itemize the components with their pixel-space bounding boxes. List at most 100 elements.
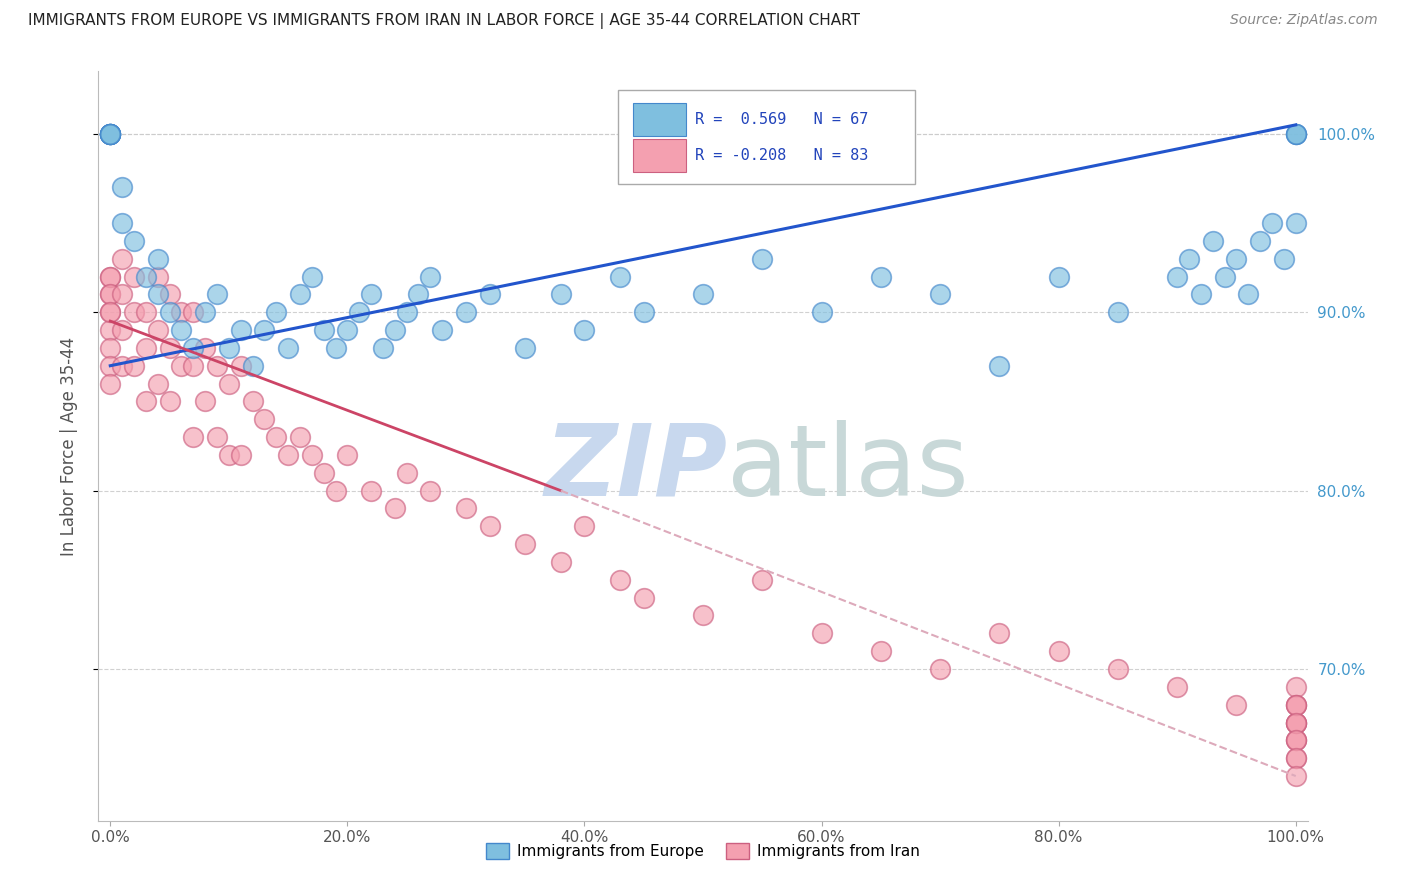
Point [692, 287, 714, 301]
Point [384, 323, 406, 337]
Point [1225, 252, 1247, 266]
Point [218, 376, 240, 391]
Point [1047, 269, 1070, 284]
Point [218, 448, 240, 462]
Point [751, 573, 773, 587]
Point [1285, 127, 1308, 141]
Point [264, 430, 287, 444]
Point [98, 323, 121, 337]
Point [146, 269, 169, 284]
Point [122, 305, 145, 319]
Point [98, 127, 121, 141]
Point [98, 127, 121, 141]
Point [194, 394, 217, 409]
Point [170, 305, 193, 319]
Point [1178, 252, 1201, 266]
Point [181, 359, 204, 373]
Point [1285, 715, 1308, 730]
Point [98, 376, 121, 391]
Point [478, 287, 501, 301]
Point [360, 483, 382, 498]
Legend: Immigrants from Europe, Immigrants from Iran: Immigrants from Europe, Immigrants from … [479, 838, 927, 865]
Point [205, 430, 228, 444]
Point [135, 341, 157, 355]
Point [122, 269, 145, 284]
Point [1202, 234, 1225, 248]
Point [111, 252, 134, 266]
Point [609, 269, 631, 284]
Point [181, 430, 204, 444]
Point [336, 448, 359, 462]
Point [98, 127, 121, 141]
Point [98, 359, 121, 373]
Point [122, 359, 145, 373]
Point [454, 305, 477, 319]
Point [159, 341, 181, 355]
Point [98, 287, 121, 301]
Point [419, 483, 441, 498]
Point [98, 287, 121, 301]
Point [111, 216, 134, 230]
Point [325, 483, 347, 498]
Point [1261, 216, 1284, 230]
Point [419, 269, 441, 284]
Point [550, 287, 572, 301]
Point [1285, 680, 1308, 694]
Text: Source: ZipAtlas.com: Source: ZipAtlas.com [1230, 13, 1378, 28]
Point [312, 323, 335, 337]
Point [869, 269, 891, 284]
Text: IMMIGRANTS FROM EUROPE VS IMMIGRANTS FROM IRAN IN LABOR FORCE | AGE 35-44 CORREL: IMMIGRANTS FROM EUROPE VS IMMIGRANTS FRO… [28, 13, 860, 29]
Point [288, 430, 311, 444]
Point [515, 537, 537, 551]
Point [229, 323, 252, 337]
Point [325, 341, 347, 355]
Point [988, 359, 1011, 373]
Point [135, 269, 157, 284]
Point [122, 234, 145, 248]
Point [1107, 662, 1129, 676]
Point [1285, 216, 1308, 230]
Point [98, 269, 121, 284]
Point [194, 341, 217, 355]
Point [111, 359, 134, 373]
Point [1285, 769, 1308, 783]
Point [1285, 733, 1308, 747]
Point [229, 448, 252, 462]
Point [1285, 715, 1308, 730]
Point [98, 127, 121, 141]
Point [98, 127, 121, 141]
FancyBboxPatch shape [619, 90, 915, 184]
Point [1285, 751, 1308, 765]
Point [98, 341, 121, 355]
Point [229, 359, 252, 373]
Point [242, 394, 264, 409]
Point [135, 305, 157, 319]
Point [253, 412, 276, 426]
Point [929, 287, 952, 301]
Point [347, 305, 370, 319]
Point [98, 269, 121, 284]
Point [1107, 305, 1129, 319]
Point [301, 448, 323, 462]
Point [1047, 644, 1070, 658]
Point [146, 376, 169, 391]
Point [408, 287, 430, 301]
Point [609, 573, 631, 587]
Point [633, 305, 655, 319]
Point [371, 341, 394, 355]
Point [869, 644, 891, 658]
Point [515, 341, 537, 355]
Point [181, 305, 204, 319]
Point [277, 448, 299, 462]
Point [98, 127, 121, 141]
Point [146, 252, 169, 266]
Point [384, 501, 406, 516]
Point [146, 287, 169, 301]
Point [633, 591, 655, 605]
Text: ZIP: ZIP [544, 420, 727, 517]
Point [810, 305, 832, 319]
Point [170, 323, 193, 337]
Point [205, 287, 228, 301]
Point [1272, 252, 1295, 266]
Point [288, 287, 311, 301]
